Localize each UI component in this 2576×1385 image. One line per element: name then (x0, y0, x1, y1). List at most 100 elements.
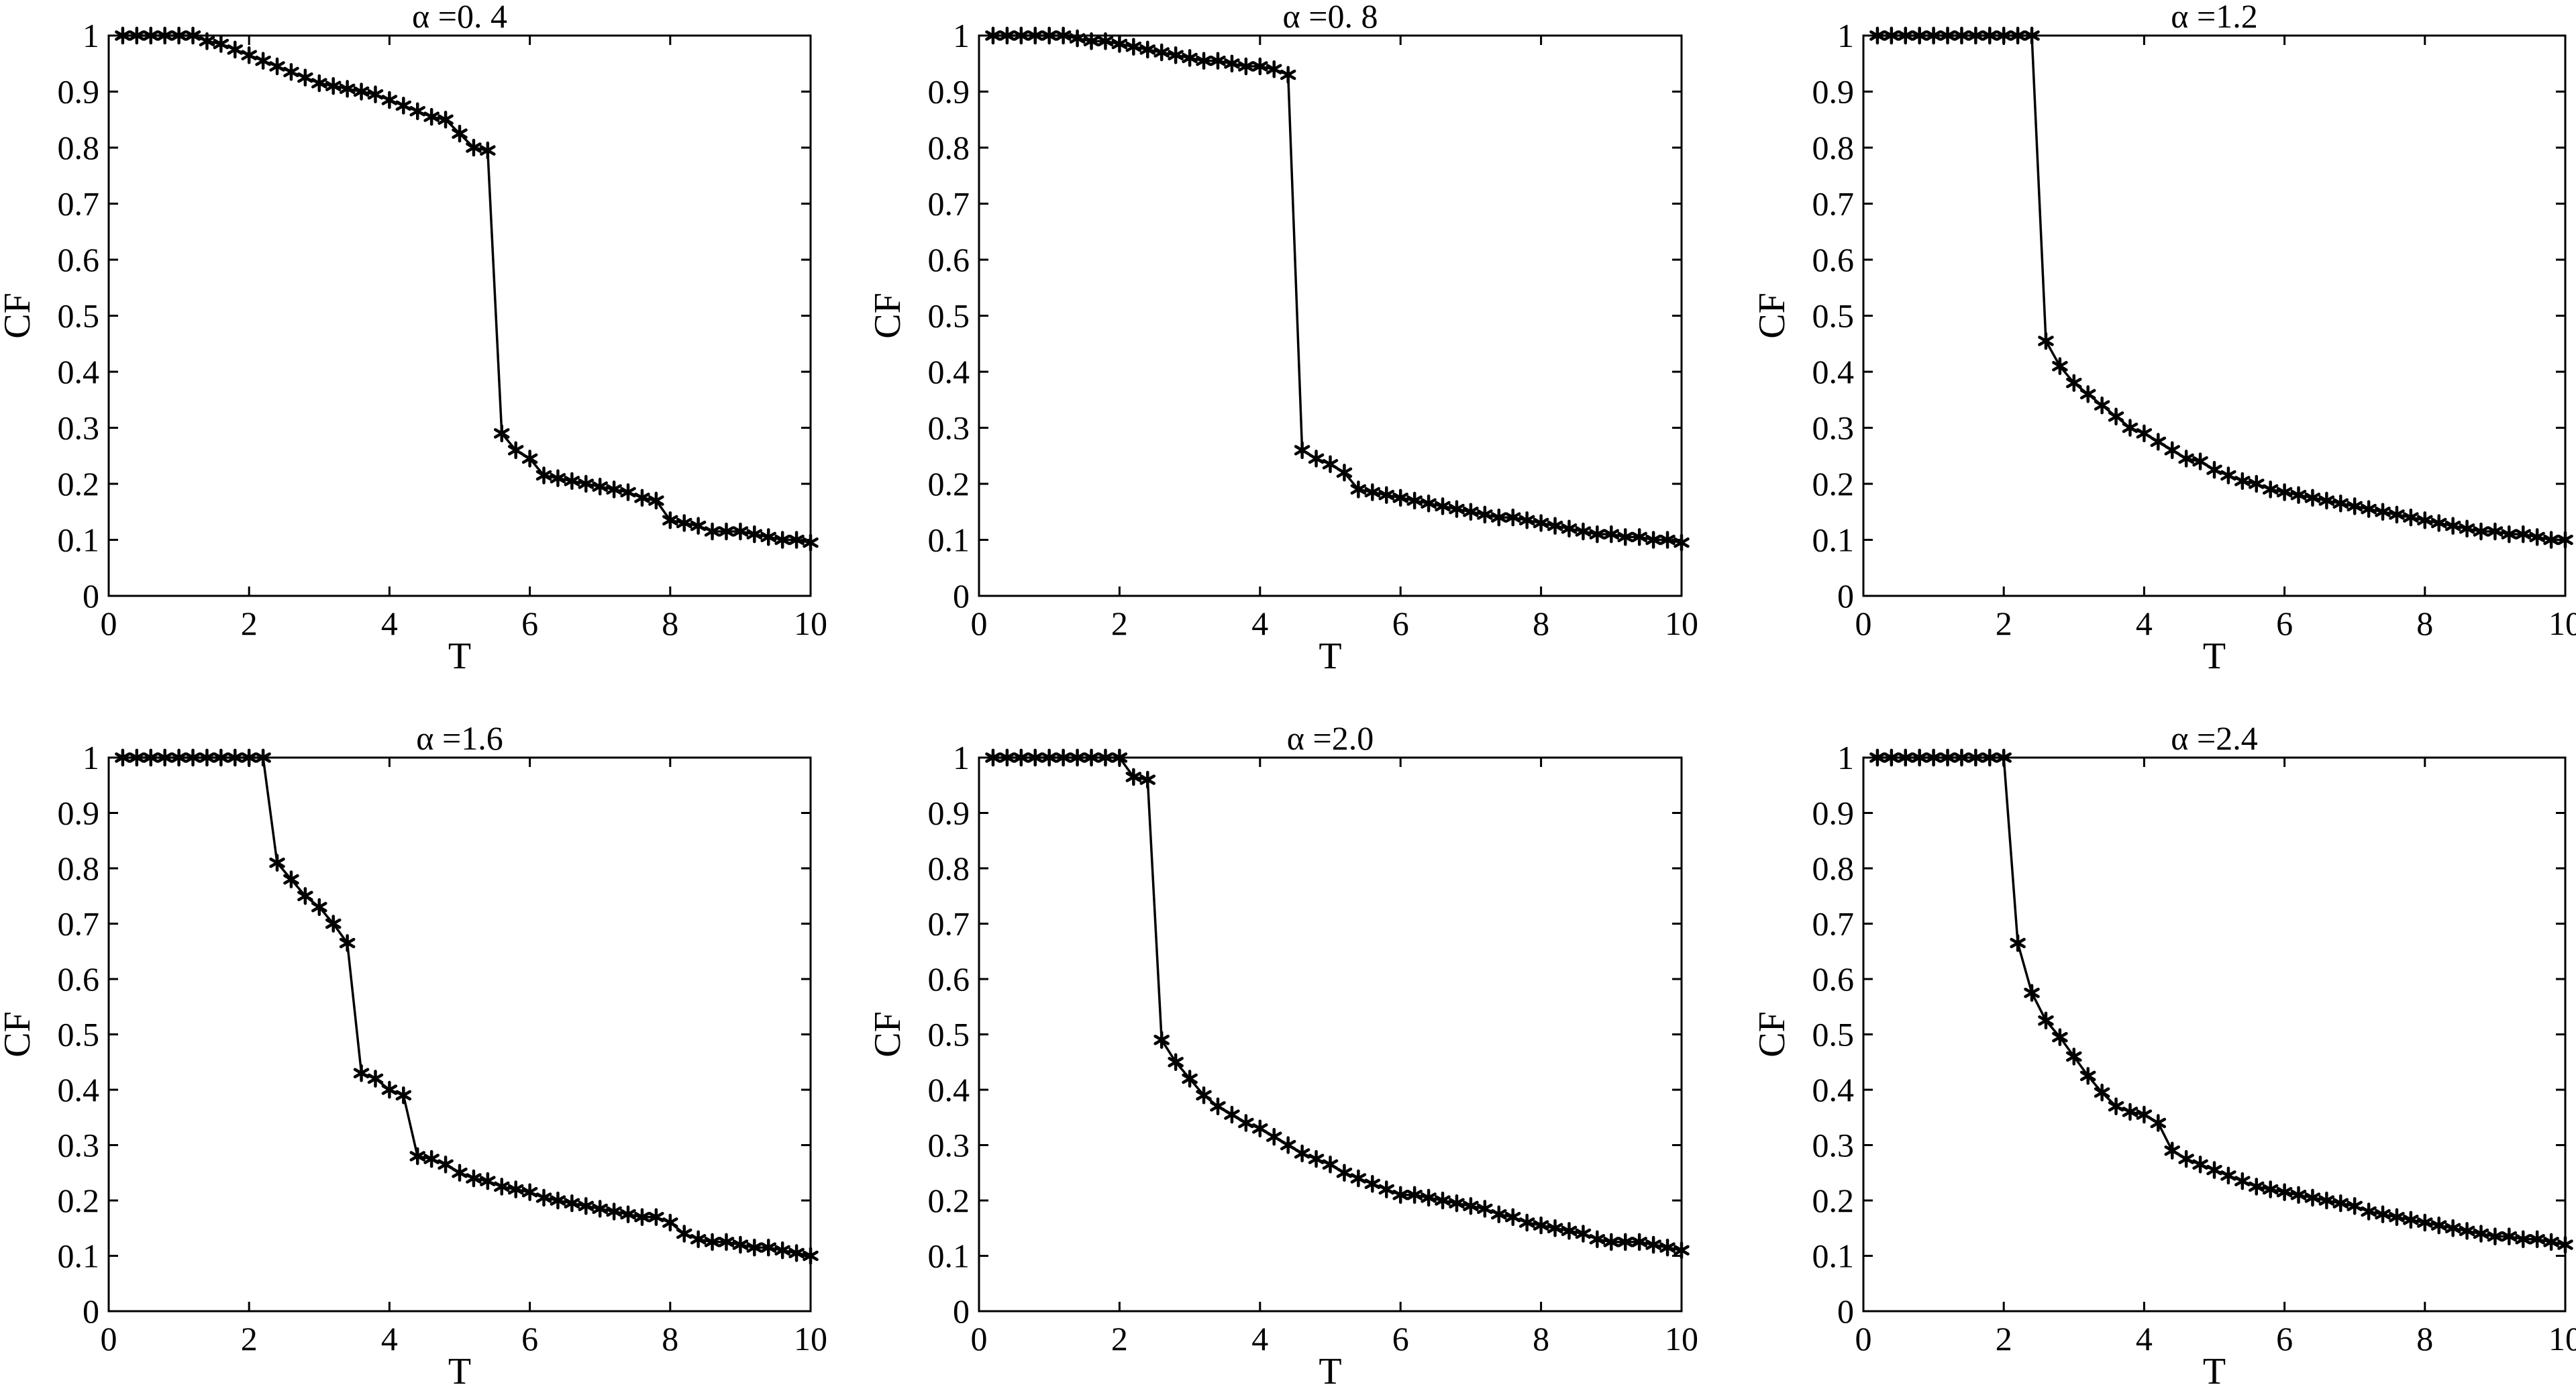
data-point (395, 97, 412, 115)
y-tick-label: 0.6 (1812, 960, 1855, 998)
y-tick-label: 0.2 (1812, 1182, 1855, 1219)
data-point (2318, 1191, 2335, 1210)
data-point (241, 748, 257, 767)
data-point (774, 531, 790, 549)
data-point (283, 870, 299, 888)
data-point (1041, 748, 1058, 767)
data-point (2038, 331, 2054, 350)
data-point (185, 748, 201, 767)
y-tick-label: 0 (953, 577, 970, 615)
x-tick-label: 10 (1665, 1320, 1698, 1357)
data-point (1449, 500, 1465, 518)
data-point (999, 748, 1015, 767)
data-point (1953, 26, 1970, 45)
y-tick-label: 0.8 (58, 850, 100, 887)
data-point (592, 1200, 608, 1218)
data-point (2444, 517, 2461, 535)
data-point (241, 46, 257, 64)
data-point (2122, 419, 2139, 437)
y-tick-label: 0.2 (928, 1182, 970, 1219)
data-point (578, 474, 595, 493)
data-point (2234, 472, 2251, 491)
y-tick-label: 0.1 (928, 521, 970, 559)
y-tick-label: 0.2 (58, 1182, 100, 1219)
data-point (1196, 52, 1212, 70)
data-point (1139, 770, 1156, 789)
data-point (2066, 374, 2082, 392)
data-point (2276, 483, 2293, 501)
data-point (535, 1188, 552, 1207)
y-tick-label: 1 (953, 17, 970, 54)
x-tick-label: 8 (662, 1320, 678, 1357)
data-point (732, 522, 749, 541)
data-point (2052, 357, 2068, 375)
data-point (1322, 455, 1339, 474)
y-tick-label: 0.3 (928, 1127, 970, 1164)
data-point (1392, 489, 1408, 507)
data-point (325, 76, 342, 95)
data-point (578, 1197, 595, 1215)
data-point (718, 1233, 735, 1251)
data-point (704, 522, 721, 541)
data-point (2038, 1011, 2054, 1030)
data-point (1168, 1053, 1184, 1071)
data-point (550, 469, 566, 487)
data-point (1266, 60, 1282, 79)
data-point (2262, 480, 2279, 499)
x-tick-label: 8 (1533, 605, 1549, 642)
y-tick-label: 0 (1837, 577, 1854, 615)
data-point (2487, 1227, 2504, 1245)
data-point (1196, 1086, 1212, 1105)
data-point (606, 480, 622, 499)
data-point (535, 466, 552, 484)
data-point (1097, 748, 1114, 767)
y-tick-label: 0.6 (58, 960, 100, 998)
y-tick-label: 0.8 (58, 129, 100, 166)
data-point (255, 52, 271, 70)
x-tick-label: 4 (2136, 1320, 2153, 1357)
data-point (381, 91, 398, 109)
data-point (437, 111, 454, 129)
data-point (1547, 517, 1563, 535)
data-point (1575, 1225, 1592, 1243)
data-point (1027, 748, 1043, 767)
data-point (2430, 1216, 2447, 1235)
plot-frame (1862, 34, 2567, 597)
data-point (1673, 533, 1690, 552)
data-point (1673, 1241, 1690, 1260)
data-point (620, 1205, 636, 1223)
y-tick-label: 0.7 (1812, 185, 1855, 223)
data-point (1449, 1194, 1465, 1213)
y-tick-label: 0.5 (1812, 1016, 1855, 1054)
data-point (1869, 26, 1886, 45)
chart-title: α =0. 4 (412, 0, 507, 35)
data-point (1631, 528, 1647, 546)
data-point (2557, 531, 2573, 549)
y-tick-label: 0.6 (1812, 241, 1855, 278)
data-point (2361, 500, 2377, 518)
data-point (1996, 748, 2012, 767)
data-point (423, 1149, 440, 1168)
data-point (2290, 486, 2307, 504)
data-point (1463, 1197, 1479, 1215)
chart-panel-5: 0 2 4 6 8 10 0 0.1 0.2 0.3 0.4 0.5 0.6 0.7 0.8 0.9 1 α =2… (867, 719, 1698, 1385)
data-point (2136, 1105, 2153, 1124)
data-point (1491, 1205, 1507, 1223)
data-point (1153, 43, 1170, 62)
y-tick-label: 0.5 (928, 1016, 970, 1054)
y-tick-label: 0.6 (58, 241, 100, 278)
data-point (1252, 57, 1268, 76)
data-point (648, 491, 664, 510)
data-point (2417, 511, 2433, 529)
data-point (1575, 522, 1592, 541)
data-point (774, 1241, 790, 1260)
series-line (122, 34, 811, 544)
data-point (2052, 1028, 2068, 1046)
data-point (592, 477, 608, 496)
data-point (1406, 491, 1423, 510)
data-point (648, 1208, 664, 1226)
chart-title: α =2.4 (2171, 719, 2257, 757)
data-point (283, 63, 299, 81)
data-point (466, 138, 482, 157)
data-point (564, 472, 580, 491)
